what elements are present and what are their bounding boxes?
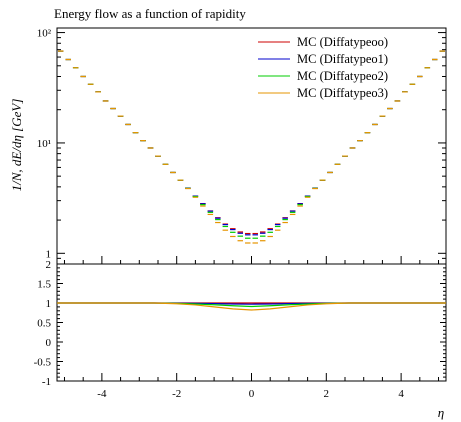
ratio-tick-label: 0: [46, 337, 52, 349]
ratio-tick-label: 1: [46, 298, 52, 310]
ratio-tick-label: 0.5: [37, 318, 51, 330]
x-tick-label: 0: [249, 388, 255, 400]
legend-label: MC (Diffatypeo1): [297, 52, 388, 66]
ticks-layer: -4 -2 0 2 4 1 10¹ 10² -1 -0.5 0 0.5 1 1.5 2: [34, 28, 446, 400]
x-axis-label: η: [438, 405, 444, 420]
x-tick-label: 2: [324, 388, 330, 400]
legend-item: MC (Diffatypeo2): [258, 69, 388, 83]
legend-item: MC (Diffatypeo1): [258, 52, 388, 66]
chart-title: Energy flow as a function of rapidity: [54, 6, 246, 21]
x-tick-label: -4: [97, 388, 107, 400]
legend-label: MC (Diffatypeoo): [297, 35, 388, 49]
ratio-tick-label: 1.5: [37, 279, 51, 291]
y-tick-label: 10¹: [37, 138, 51, 150]
main-series-layer: [58, 50, 445, 244]
legend-label: MC (Diffatypeo2): [297, 69, 388, 83]
legend: MC (Diffatypeoo) MC (Diffatypeo1) MC (Di…: [258, 35, 388, 100]
legend-label: MC (Diffatypeo3): [297, 86, 388, 100]
x-tick-label: 4: [398, 388, 404, 400]
legend-item: MC (Diffatypeoo): [258, 35, 388, 49]
ratio-tick-label: -0.5: [34, 357, 52, 369]
y-axis-label: 1/N, dE/dη [GeV]: [9, 99, 24, 192]
ratio-panel-frame: [56, 263, 447, 382]
series-3: [58, 50, 445, 244]
y-tick-label: 10²: [37, 28, 52, 40]
ratio-series-layer: [57, 302, 446, 311]
ratio-tick-label: 2: [46, 259, 52, 271]
x-tick-label: -2: [172, 388, 181, 400]
ratio-tick-label: -1: [42, 376, 51, 388]
ratio-line-3: [57, 302, 446, 311]
legend-item: MC (Diffatypeo3): [258, 86, 388, 100]
y-tick-label: 1: [46, 248, 52, 260]
